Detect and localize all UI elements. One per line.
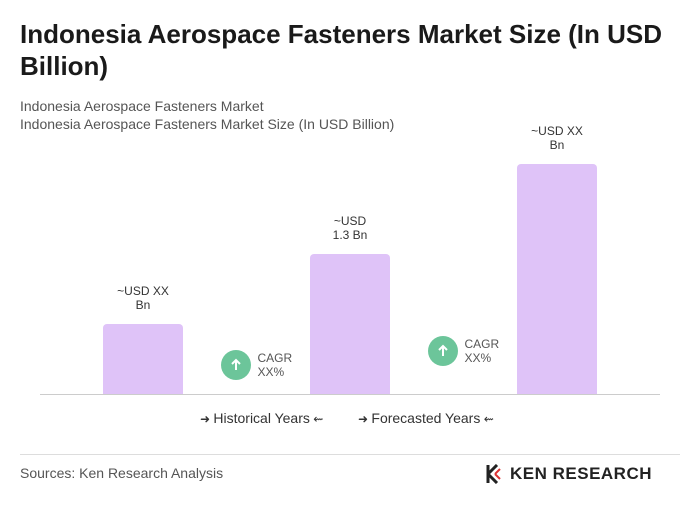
bar [103,324,183,394]
logo: KEN RESEARCH [486,464,653,484]
logo-text: KEN RESEARCH [510,464,653,483]
arrow: ⇜ [480,412,494,426]
source: Sources: Ken Research Analysis [20,465,224,481]
period-label: ➜ Forecasted Years ⇜ [358,410,494,426]
cagr-text: CAGR XX% [257,351,293,379]
value-label: ~USD XX Bn [531,124,583,152]
cagr-text: CAGR XX% [464,337,500,365]
arrow: ⇜ [309,412,324,426]
chart-title: Indonesia Aerospace Fasteners Market Siz… [20,19,663,81]
value-label: ~USD XX Bn [117,284,169,313]
arrow-up [230,358,241,370]
logo-icon [486,464,501,484]
baseline [40,394,660,395]
arrow-up [437,344,448,356]
cagr-icon [427,336,458,366]
separator [20,454,680,455]
arrow: ➜ [200,412,214,426]
value-label: ~USD 1.3 Bn [332,214,368,243]
bar [517,164,597,394]
period-label: ➜ Historical Years ⇜ [200,410,323,426]
cagr-icon [220,350,251,380]
subtitle: Indonesia Aerospace Fasteners Market Siz… [20,116,395,132]
subtitle: Indonesia Aerospace Fasteners Market [20,98,264,114]
period-text: Forecasted Years [371,410,481,426]
period-text: Historical Years [213,410,310,426]
arrow: ➜ [358,412,372,426]
bar [310,254,390,394]
